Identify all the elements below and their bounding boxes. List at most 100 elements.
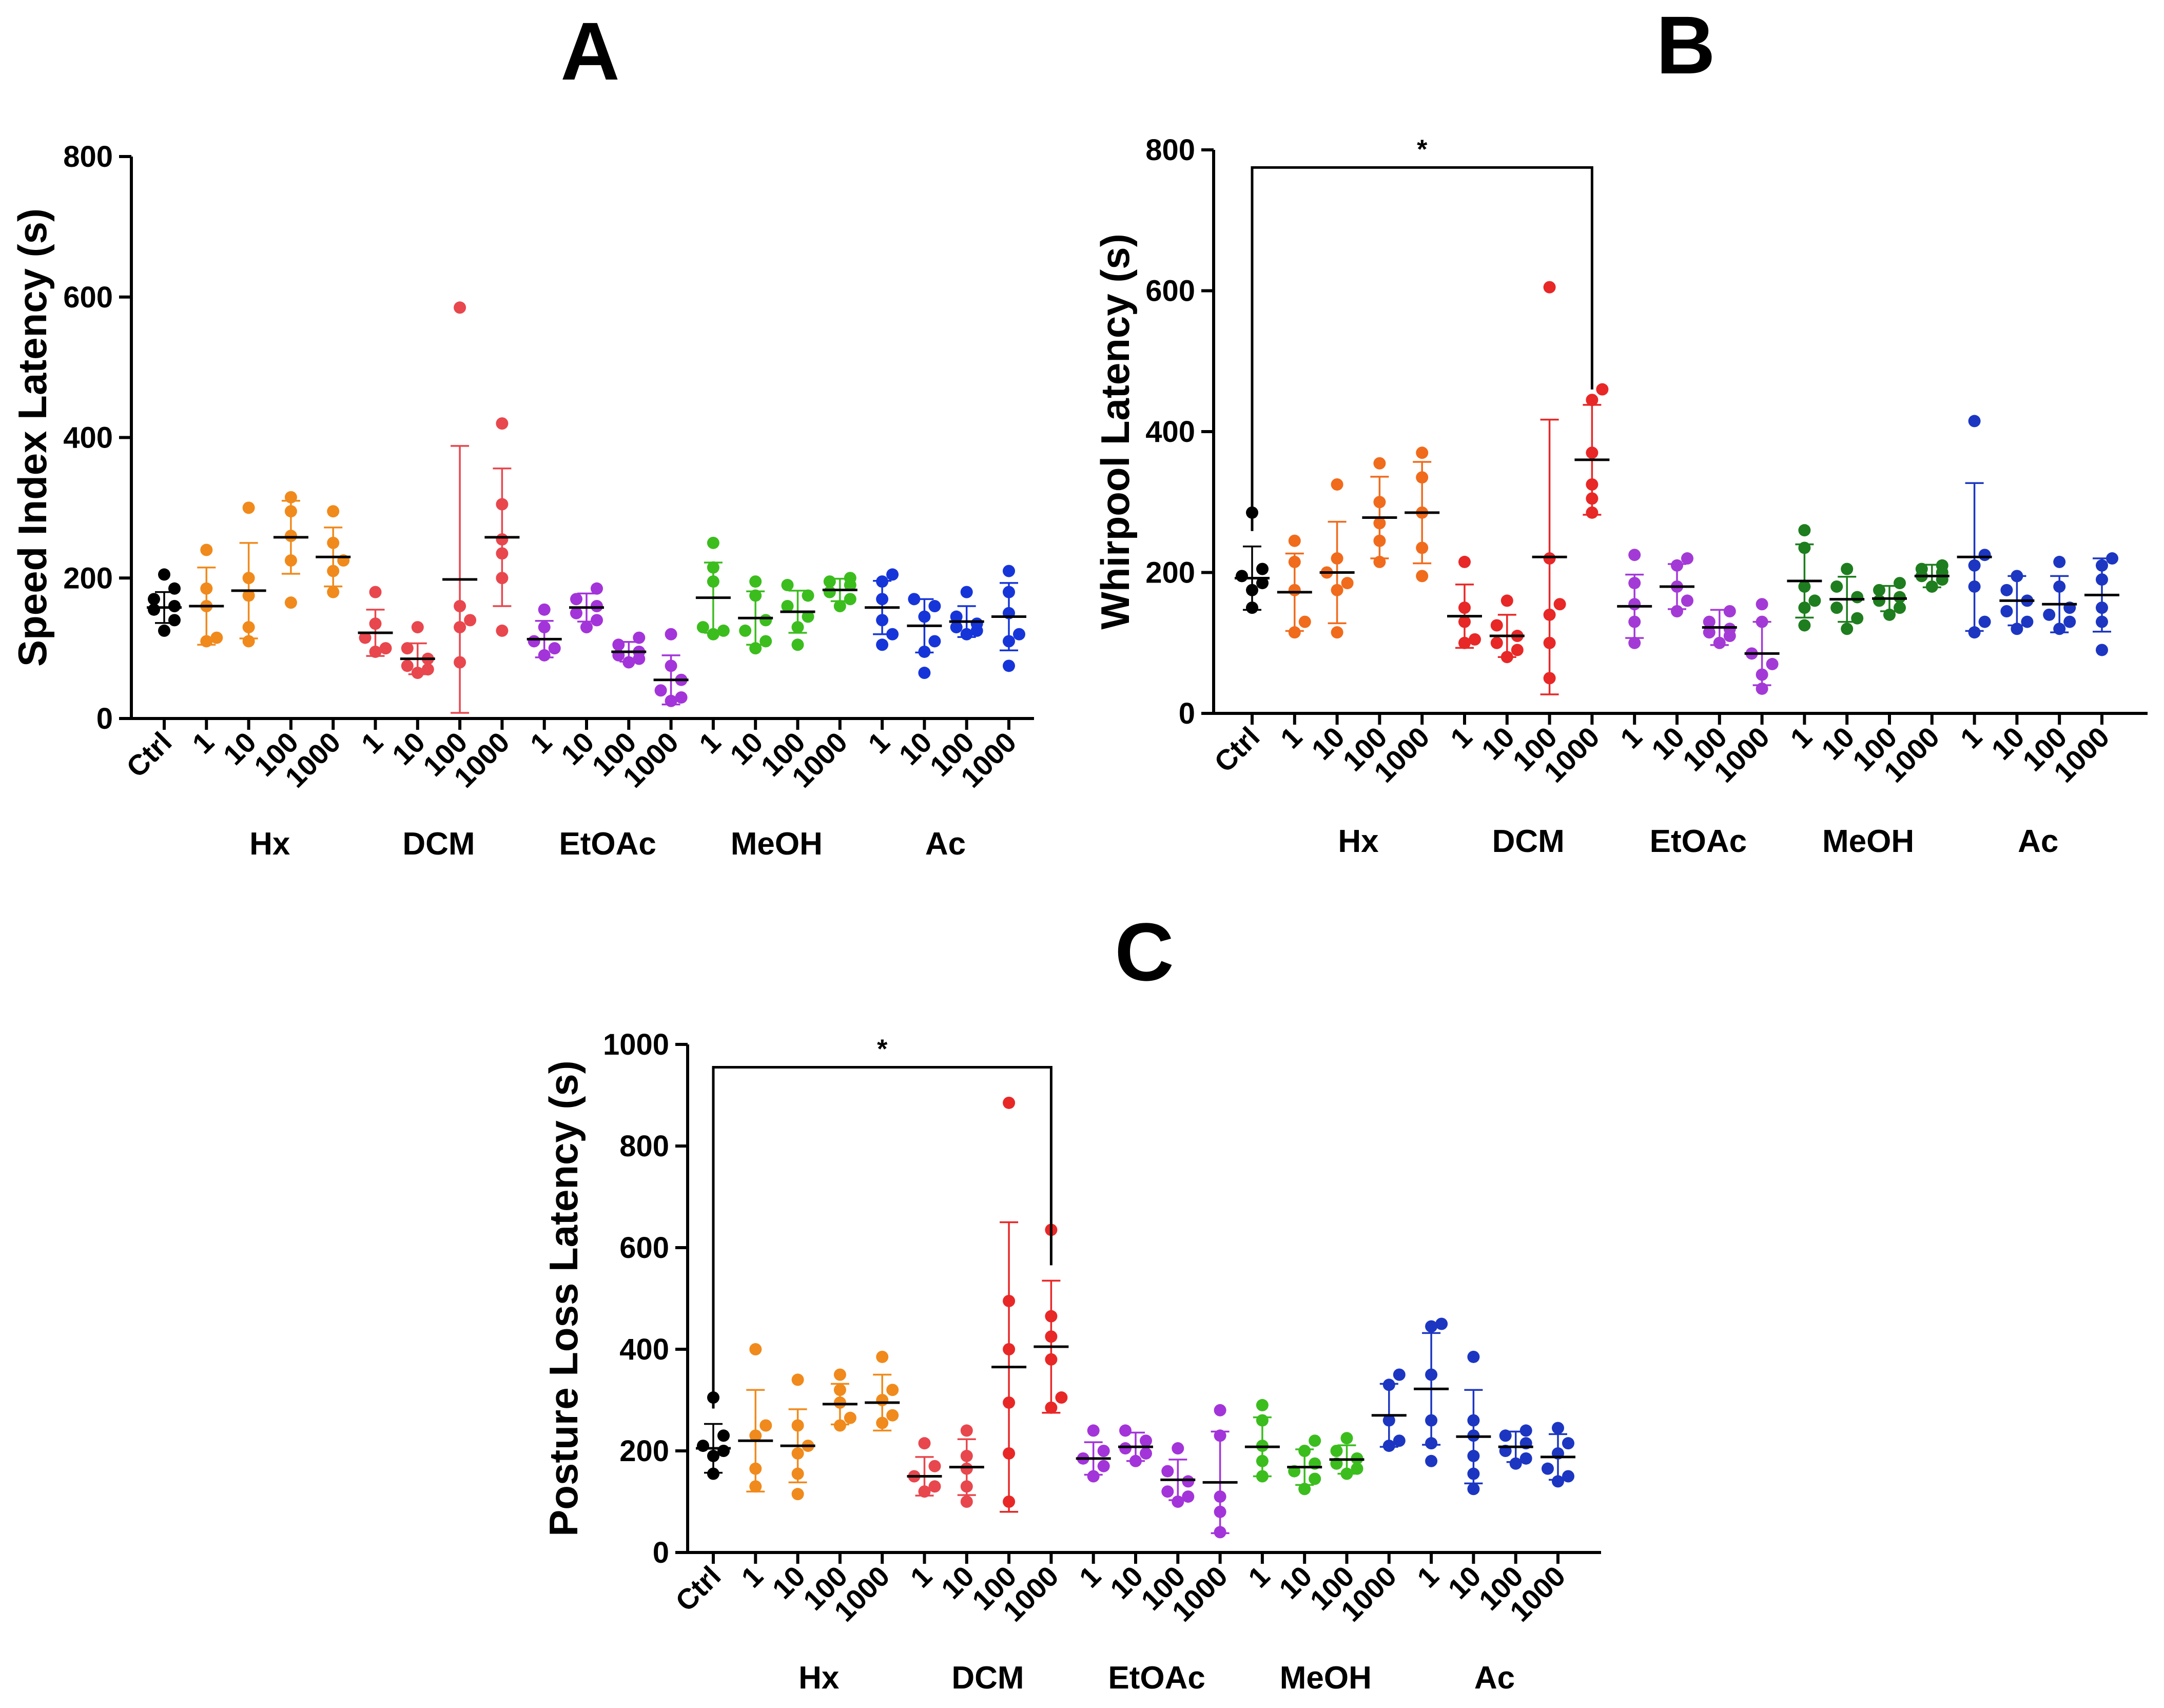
data-point <box>168 614 181 627</box>
series-1 <box>695 536 731 640</box>
data-point <box>844 593 856 606</box>
data-point <box>1798 524 1811 537</box>
data-point <box>327 536 340 549</box>
data-point <box>1756 615 1768 628</box>
data-point <box>454 600 466 612</box>
series-1 <box>865 568 900 651</box>
data-point <box>2000 584 2013 596</box>
series-100 <box>1498 1424 1533 1470</box>
data-point <box>1798 619 1811 632</box>
data-point <box>1703 615 1715 628</box>
data-point <box>591 582 603 595</box>
data-point <box>1214 1505 1226 1518</box>
data-point <box>242 621 255 634</box>
data-point <box>2053 580 2066 593</box>
data-point <box>1873 594 1885 607</box>
data-point <box>1097 1460 1110 1472</box>
data-point <box>2011 623 2023 635</box>
x-tick-label: Ctrl <box>120 726 178 784</box>
data-point <box>369 617 382 630</box>
data-point <box>1288 626 1301 639</box>
data-point <box>158 568 170 581</box>
data-point <box>1003 1343 1016 1355</box>
data-point <box>1586 506 1598 519</box>
data-point <box>1373 496 1386 509</box>
data-point <box>960 1496 973 1508</box>
data-point <box>1894 591 1906 604</box>
data-point <box>833 1368 846 1381</box>
series-10 <box>1319 478 1355 639</box>
data-point <box>928 1460 941 1472</box>
data-point <box>1978 615 1991 628</box>
data-point <box>1161 1465 1174 1478</box>
x-tick-label: 1 <box>693 726 727 760</box>
data-point <box>707 1467 719 1480</box>
data-point <box>1119 1442 1132 1455</box>
group-label: EtOAc <box>559 826 656 862</box>
group-label: DCM <box>402 826 475 862</box>
data-point <box>1087 1470 1100 1483</box>
y-axis-title: Whirpool Latency (s) <box>1093 234 1138 629</box>
data-point <box>2063 615 2076 628</box>
data-point <box>960 1462 973 1475</box>
series-100 <box>991 1096 1027 1513</box>
series-100 <box>442 301 478 714</box>
series-1000 <box>1202 1404 1238 1539</box>
data-point <box>707 575 719 588</box>
data-point <box>2053 555 2066 568</box>
data-point <box>1628 615 1641 628</box>
data-point <box>1713 636 1726 649</box>
data-point <box>1851 591 1864 604</box>
data-point <box>665 628 677 640</box>
data-point <box>1458 601 1471 614</box>
data-point <box>1236 570 1248 583</box>
data-point <box>1425 1454 1438 1467</box>
data-point <box>1425 1437 1438 1450</box>
data-point <box>759 635 772 648</box>
data-point <box>1915 562 1928 575</box>
series-100 <box>1872 577 1907 621</box>
data-point <box>1490 636 1503 649</box>
group-label: EtOAc <box>1108 1660 1205 1696</box>
y-tick-label: 800 <box>1145 133 1195 167</box>
data-point <box>1331 626 1343 639</box>
data-point <box>1798 541 1811 554</box>
data-point <box>2011 570 2023 583</box>
y-tick-label: 400 <box>1145 415 1195 449</box>
data-point <box>2096 615 2108 628</box>
data-point <box>876 638 889 651</box>
data-point <box>2096 601 2108 614</box>
data-point <box>1723 623 1736 635</box>
group-label: DCM <box>1492 824 1565 859</box>
series-10 <box>1118 1424 1153 1467</box>
x-tick-label: Ctrl <box>1208 721 1266 779</box>
group-label: Ac <box>925 826 966 862</box>
data-point <box>496 533 509 546</box>
data-point <box>2053 623 2066 635</box>
series-100 <box>1532 281 1567 695</box>
data-point <box>1013 628 1025 640</box>
data-point <box>918 610 931 623</box>
data-point <box>200 635 213 648</box>
data-point <box>1256 577 1269 590</box>
x-tick-label: 1 <box>1444 721 1478 755</box>
significance-bracket <box>712 1066 1052 1409</box>
series-Ctrl <box>1235 506 1270 614</box>
data-point <box>1003 659 1015 672</box>
series-100 <box>611 631 647 669</box>
data-point <box>960 586 973 598</box>
data-point <box>284 505 297 518</box>
data-point <box>1330 1445 1343 1457</box>
data-point <box>1340 1432 1353 1445</box>
series-10 <box>1456 1350 1491 1496</box>
data-point <box>1298 1445 1311 1457</box>
data-point <box>1671 605 1683 617</box>
data-point <box>791 1373 804 1386</box>
data-point <box>1298 615 1311 628</box>
data-point <box>1978 549 1991 561</box>
data-point <box>1003 565 1015 577</box>
data-point <box>802 589 814 602</box>
data-point <box>1467 1449 1480 1462</box>
data-point <box>781 578 794 591</box>
series-1000 <box>1541 1422 1575 1488</box>
